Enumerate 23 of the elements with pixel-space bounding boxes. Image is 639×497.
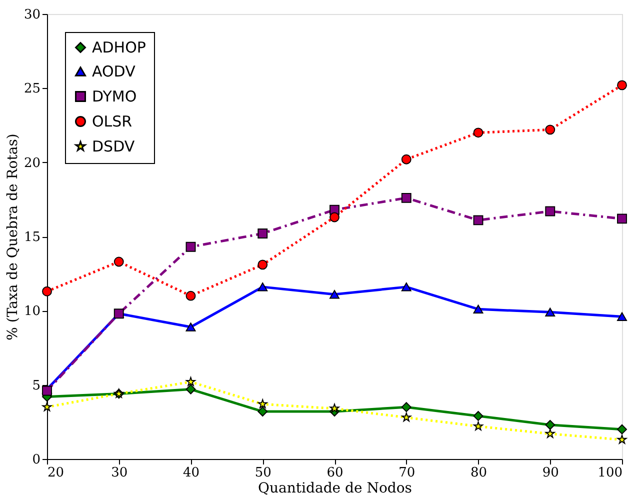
legend-label: DSDV [92,138,136,156]
y-tick-label: 20 [24,156,40,171]
x-tick-label: 20 [48,466,64,480]
x-tick-label: 100 [598,466,622,480]
x-tick-label: 90 [542,466,559,480]
x-tick-label: 80 [470,466,488,480]
legend-label: OLSR [92,112,132,130]
y-tick-label: 25 [24,82,40,97]
x-axis-title: Quantidade de Nodos [258,480,412,496]
x-tick-label: 70 [398,466,416,480]
x-tick-label: 60 [326,466,344,480]
x-tick-label: 40 [182,466,200,480]
y-tick-label: 0 [32,452,40,468]
legend-label: DYMO [92,88,137,106]
y-tick-label: 10 [24,304,40,320]
x-tick-label: 30 [111,466,128,480]
legend-label: ADHOP [92,38,146,56]
legend-label: AODV [92,62,136,80]
y-tick-label: 5 [32,378,40,394]
x-tick-label: 50 [254,466,272,480]
y-axis-title: % (Taxa de Quebra de Rotas) [4,134,21,340]
y-tick-label: 15 [24,230,40,245]
y-tick-label: 30 [24,8,40,22]
